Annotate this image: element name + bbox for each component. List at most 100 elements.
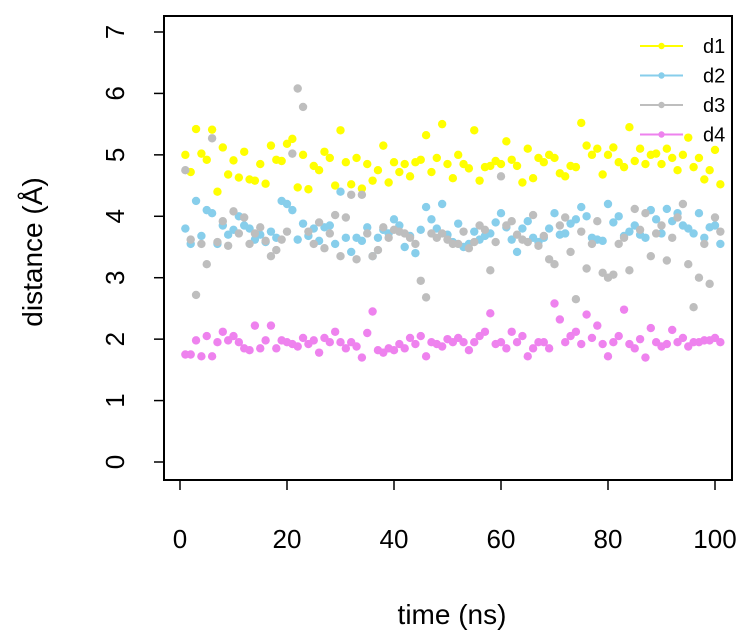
point-d1 [625, 123, 634, 132]
point-d1 [448, 173, 458, 183]
point-d3 [314, 218, 324, 227]
point-d3 [288, 149, 297, 158]
point-d3 [641, 209, 650, 218]
point-d3 [207, 134, 217, 143]
point-d4 [571, 327, 581, 336]
point-d3 [272, 245, 281, 255]
point-d1 [261, 179, 270, 188]
point-d3 [325, 229, 334, 238]
point-d1 [330, 181, 340, 190]
point-d1 [603, 150, 613, 160]
series-d1 [181, 118, 725, 196]
point-d1 [689, 162, 698, 172]
point-d2 [357, 236, 367, 246]
point-d4 [641, 353, 650, 362]
x-tick-label: 40 [380, 524, 409, 554]
point-d1 [651, 149, 661, 158]
point-d1 [347, 180, 356, 189]
point-d1 [657, 159, 666, 169]
point-d4 [191, 336, 201, 345]
point-d3 [191, 290, 201, 300]
point-d4 [582, 310, 591, 319]
point-d4 [550, 299, 559, 308]
point-d4 [518, 331, 527, 341]
point-d4 [416, 331, 425, 341]
point-d2 [293, 235, 302, 244]
point-d1 [571, 162, 581, 172]
point-d4 [544, 344, 554, 353]
point-d3 [282, 227, 292, 236]
point-d3 [550, 259, 559, 269]
point-d3 [614, 239, 623, 249]
point-d4 [368, 307, 377, 316]
point-d1 [582, 141, 591, 150]
point-d4 [646, 323, 655, 333]
point-d2 [266, 227, 276, 236]
point-d2 [598, 236, 607, 246]
point-d1 [619, 162, 629, 172]
point-d2 [700, 233, 709, 242]
point-d1 [630, 156, 639, 166]
point-d1 [507, 155, 516, 164]
point-d1 [325, 153, 334, 163]
point-d2 [330, 239, 340, 249]
point-d4 [587, 333, 597, 343]
y-tick-label: 6 [100, 86, 130, 100]
point-d2 [518, 224, 527, 233]
point-d1 [486, 161, 495, 171]
point-d2 [625, 227, 634, 236]
point-d3 [523, 237, 532, 247]
point-d1 [320, 147, 329, 156]
point-d3 [593, 216, 602, 226]
point-d2 [496, 209, 506, 218]
point-d1 [288, 134, 297, 144]
point-d2 [544, 224, 554, 233]
point-d2 [347, 247, 356, 257]
point-d4 [507, 327, 516, 336]
x-axis: 0 20 40 60 80 100 [173, 479, 737, 554]
point-d3 [566, 247, 575, 257]
point-d3 [512, 230, 522, 239]
point-d2 [577, 202, 586, 212]
point-d4 [486, 309, 495, 318]
y-tick-label: 7 [100, 25, 130, 39]
point-d3 [266, 252, 276, 261]
point-d3 [635, 225, 645, 234]
point-d3 [507, 216, 516, 226]
point-d2 [421, 202, 431, 212]
point-d1 [379, 141, 388, 150]
point-d3 [379, 223, 388, 232]
point-d4 [609, 338, 618, 347]
point-d3 [454, 239, 463, 249]
point-d3 [250, 229, 260, 238]
x-tick-label: 20 [273, 524, 302, 554]
point-d3 [277, 235, 286, 244]
point-d3 [555, 221, 565, 230]
point-d1 [197, 149, 206, 158]
point-d3 [186, 235, 195, 244]
point-d1 [694, 153, 704, 163]
point-d2 [550, 209, 559, 218]
point-d2 [223, 230, 233, 239]
point-d4 [314, 348, 324, 357]
point-d2 [641, 233, 650, 242]
point-d4 [496, 338, 506, 347]
point-d4 [229, 331, 238, 341]
point-d4 [336, 338, 345, 347]
point-d3 [197, 239, 206, 249]
point-d4 [502, 344, 511, 353]
point-d4 [528, 344, 538, 353]
point-d1 [389, 158, 399, 167]
point-d2 [603, 199, 613, 209]
point-d4 [662, 339, 672, 349]
point-d1 [202, 155, 211, 164]
point-d3 [689, 302, 698, 312]
point-d3 [245, 239, 254, 249]
point-d3 [630, 204, 639, 214]
point-d3 [705, 279, 714, 289]
point-d4 [261, 336, 270, 345]
point-d3 [336, 252, 345, 261]
point-d3 [539, 231, 548, 241]
point-d4 [619, 305, 629, 314]
point-d2 [245, 224, 254, 233]
